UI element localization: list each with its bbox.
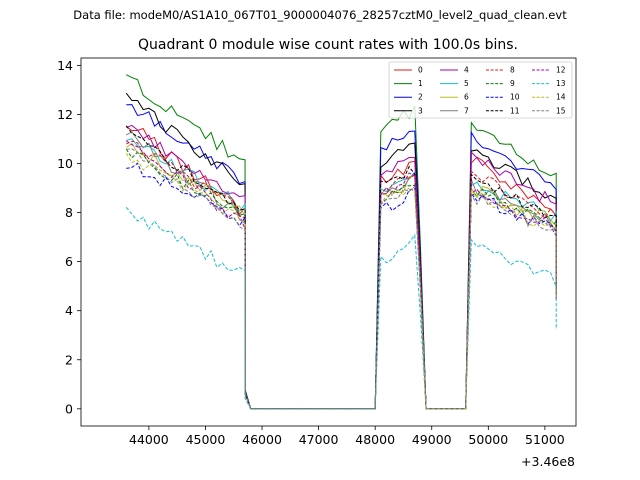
legend-label: 9 — [510, 79, 515, 88]
x-tick-label: 49000 — [412, 432, 452, 447]
x-tick-label: 47000 — [299, 432, 339, 447]
x-tick-label: 46000 — [242, 432, 282, 447]
legend-item-4: 4 — [440, 66, 469, 75]
y-tick-label: 14 — [57, 58, 73, 73]
legend-label: 8 — [510, 66, 515, 75]
series-line-15 — [126, 148, 557, 410]
legend-label: 6 — [464, 93, 469, 102]
x-tick-label: 50000 — [468, 432, 508, 447]
legend-label: 1 — [418, 79, 423, 88]
legend-label: 4 — [464, 66, 469, 75]
x-offset-label: +3.46e8 — [521, 454, 575, 469]
x-axis: 44000 45000 46000 47000 48000 49000 50000 51000 — [129, 426, 565, 447]
x-tick-label: 48000 — [355, 432, 395, 447]
y-tick-label: 0 — [65, 401, 73, 416]
legend-box — [388, 61, 573, 119]
legend-item-8: 8 — [486, 66, 515, 75]
series-line-13 — [125, 206, 557, 410]
legend-label: 14 — [556, 93, 566, 102]
x-tick-label: 51000 — [525, 432, 565, 447]
legend-item-13: 13 — [532, 79, 566, 88]
legend-label: 15 — [556, 106, 566, 115]
legend-item-9: 9 — [486, 79, 515, 88]
legend-label: 10 — [510, 93, 520, 102]
legend-item-11: 11 — [486, 106, 520, 115]
legend-label: 7 — [464, 106, 469, 115]
legend-item-6: 6 — [440, 93, 469, 102]
y-tick-label: 4 — [65, 303, 73, 318]
legend-label: 2 — [418, 93, 423, 102]
legend-item-12: 12 — [532, 66, 566, 75]
y-tick-label: 10 — [57, 156, 73, 171]
legend-label: 12 — [556, 66, 566, 75]
legend-label: 3 — [418, 106, 423, 115]
x-tick-label: 45000 — [186, 432, 226, 447]
y-axis: 0 2 4 6 8 10 12 14 — [57, 58, 81, 416]
series-line-8 — [126, 140, 557, 410]
legend-label: 11 — [510, 106, 520, 115]
legend-label: 13 — [556, 79, 566, 88]
y-tick-label: 12 — [57, 107, 73, 122]
chart-title: Quadrant 0 module wise count rates with … — [138, 37, 518, 53]
series-line-11 — [125, 125, 557, 410]
legend-item-15: 15 — [532, 106, 566, 115]
figure-suptitle: Data file: modeM0/AS1A10_067T01_90000040… — [73, 8, 567, 22]
legend-item-7: 7 — [440, 106, 469, 115]
legend-item-2: 2 — [394, 93, 423, 102]
series-layer — [125, 74, 557, 410]
legend-item-10: 10 — [486, 93, 520, 102]
legend-item-3: 3 — [394, 106, 423, 115]
legend-item-5: 5 — [440, 79, 469, 88]
x-tick-label: 44000 — [129, 432, 169, 447]
legend-item-14: 14 — [532, 93, 566, 102]
legend-label: 5 — [464, 79, 469, 88]
plot-frame — [80, 57, 577, 427]
y-tick-label: 2 — [65, 352, 73, 367]
y-tick-label: 8 — [65, 205, 73, 220]
legend-item-0: 0 — [394, 66, 423, 75]
legend-item-1: 1 — [394, 79, 423, 88]
legend-label: 0 — [418, 66, 423, 75]
series-line-9 — [125, 148, 557, 410]
y-tick-label: 6 — [65, 254, 73, 269]
